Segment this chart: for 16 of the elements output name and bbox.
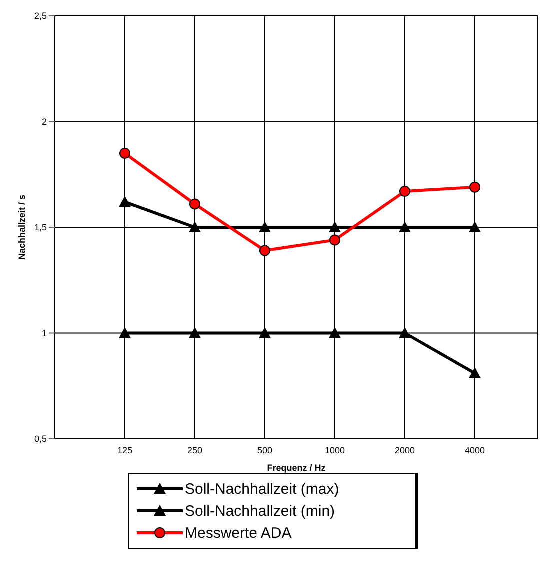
- x-tick-label: 2000: [394, 445, 416, 456]
- x-tick-label: 1000: [324, 445, 346, 456]
- x-axis-title: Frequenz / Hz: [267, 463, 326, 473]
- y-axis-title: Nachhallzeit / s: [17, 194, 28, 260]
- y-tick-label: 2,5: [34, 11, 47, 22]
- x-tick-label: 250: [187, 445, 203, 456]
- y-tick-label: 2: [42, 116, 47, 127]
- legend-label: Soll-Nachhallzeit (max): [185, 480, 340, 498]
- y-tick-label: 1: [42, 328, 47, 338]
- legend-label: Messwerte ADA: [185, 524, 292, 542]
- y-tick-label: 0,5: [34, 434, 47, 444]
- x-tick-label: 4000: [464, 445, 486, 456]
- x-tick-label: 500: [257, 445, 273, 456]
- y-tick-label: 1,5: [34, 222, 47, 233]
- legend-label: Soll-Nachhallzeit (min): [185, 502, 336, 520]
- x-tick-label: 125: [117, 445, 133, 456]
